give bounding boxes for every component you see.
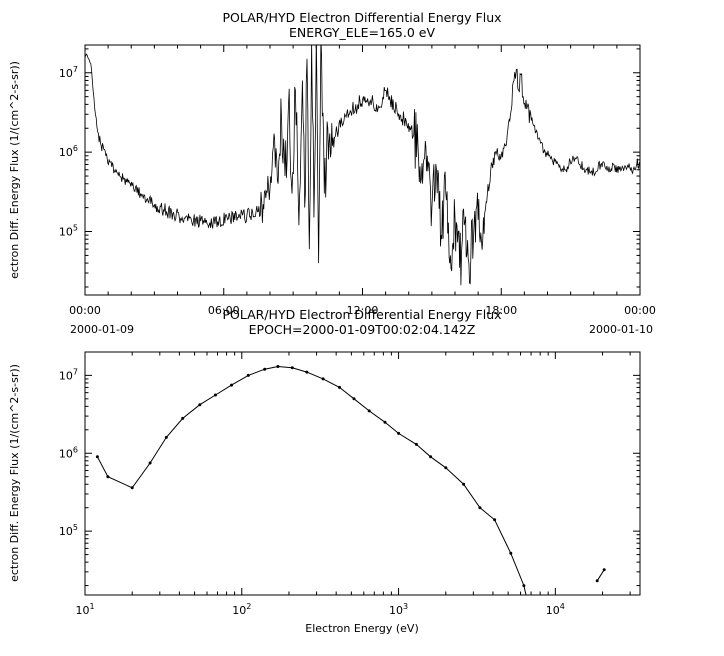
spectrum-line	[96, 365, 527, 595]
spectrum-point	[338, 385, 341, 389]
bottom-chart-subtitle: EPOCH=2000-01-09T00:02:04.142Z	[249, 322, 476, 337]
tick-label: 103	[389, 602, 408, 617]
spectrum-point	[130, 486, 134, 490]
spectrum-point	[214, 393, 217, 397]
tick-label: 107	[59, 65, 78, 80]
date-label: 2000-01-09	[70, 323, 134, 336]
spectrum-point	[321, 377, 325, 381]
top-chart-title: POLAR/HYD Electron Differential Energy F…	[222, 10, 501, 25]
spectrum-point	[383, 420, 387, 424]
top-y-axis-label: ectron Diff. Energy Flux (1/(cm^2-s-sr))	[8, 61, 21, 279]
spectrum-point	[95, 455, 99, 459]
top-chart-subtitle: ENERGY_ELE=165.0 eV	[289, 25, 435, 40]
bottom-y-axis-label: ectron Diff. Energy Flux (1/(cm^2-s-sr))	[8, 364, 21, 582]
spectrum-point	[148, 461, 152, 465]
spectrum-line	[596, 569, 605, 582]
plot-frame	[84, 44, 641, 296]
time-tick-label: 18:00	[485, 304, 517, 317]
tick-label: 105	[59, 523, 78, 538]
spectrum-point	[106, 475, 110, 479]
top-chart-plot-area: 105 106 107 00:00 2000-01-09 06:00 12:00 18:00 0…	[59, 44, 656, 336]
top-chart-axes: 105 106 107 00:00 2000-01-09 06:00 12:00 18:00 0…	[59, 44, 656, 336]
tick-label: 106	[59, 144, 78, 159]
spectrum-point	[528, 608, 531, 611]
bottom-chart-axes: 105 106 107 101 102 103 104	[59, 351, 641, 617]
spectrum-point	[397, 431, 401, 435]
spectrum-point	[367, 409, 371, 413]
time-tick-label: 00:00	[69, 304, 101, 317]
tick-label: 106	[59, 445, 78, 460]
tick-label: 104	[546, 602, 565, 617]
spectrum-point	[429, 455, 433, 459]
tick-label: 107	[59, 367, 78, 382]
tick-label: 101	[75, 602, 94, 617]
spectrum-point	[493, 518, 497, 522]
time-tick-label: 00:00	[624, 304, 656, 317]
spectrum-point	[305, 370, 309, 374]
time-tick-label: 06:00	[208, 304, 240, 317]
spectrum-point	[246, 373, 250, 377]
spectrum-point	[462, 482, 466, 486]
spectrum-point	[290, 366, 294, 370]
spectrum-point	[181, 416, 185, 420]
spectrum-point	[444, 466, 448, 470]
flux-time-series-line	[85, 45, 640, 286]
spectrum-point	[352, 397, 356, 401]
plot-frame	[84, 351, 641, 596]
spectrum-point	[414, 442, 418, 446]
spectrum-point	[478, 506, 482, 510]
spectrum-point	[595, 579, 599, 583]
date-label: 2000-01-10	[589, 323, 653, 336]
bottom-x-axis-label: Electron Energy (eV)	[305, 622, 419, 635]
spectrum-point	[164, 435, 168, 439]
bottom-chart-title: POLAR/HYD Electron Differential Energy F…	[222, 307, 501, 322]
spectrum-point	[276, 365, 280, 368]
tick-label: 105	[59, 224, 78, 239]
bottom-chart-plot-area: 105 106 107 101 102 103 104	[59, 351, 641, 617]
tick-label: 102	[232, 602, 251, 617]
spectrum-point	[602, 568, 606, 572]
spectrum-point	[230, 383, 233, 387]
time-tick-label: 12:00	[347, 304, 379, 317]
spectrum-point	[263, 367, 267, 371]
spectrum-point	[522, 584, 526, 588]
spectrum-point	[198, 403, 202, 407]
spectrum-point	[509, 551, 513, 555]
